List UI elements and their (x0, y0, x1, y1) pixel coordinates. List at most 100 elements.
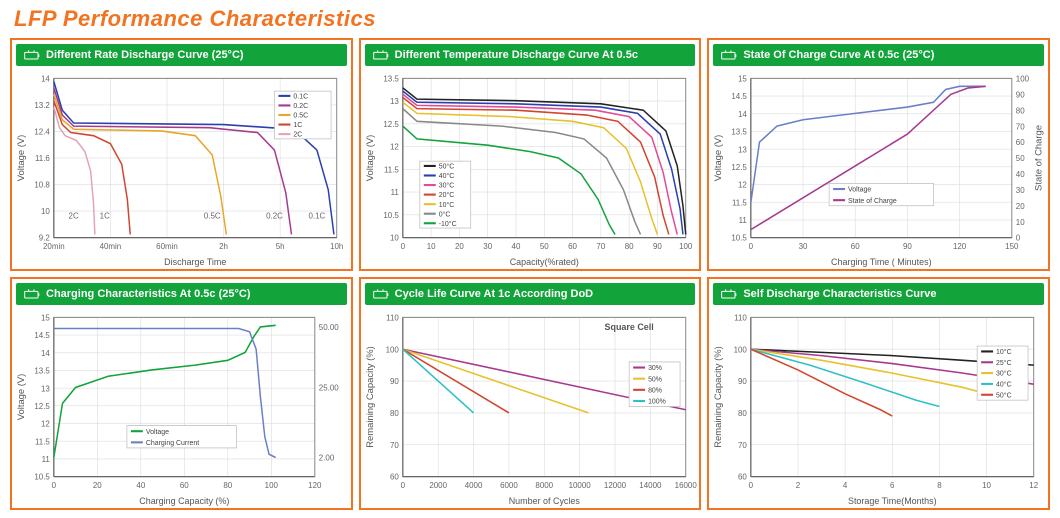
svg-text:100: 100 (734, 345, 748, 354)
svg-text:Charging Current: Charging Current (146, 439, 199, 447)
svg-text:100: 100 (265, 481, 279, 490)
svg-text:60: 60 (1016, 138, 1025, 147)
battery-icon (24, 288, 40, 300)
svg-text:70: 70 (390, 441, 399, 450)
svg-text:Number of Cycles: Number of Cycles (508, 496, 580, 506)
svg-text:10: 10 (982, 481, 991, 490)
svg-text:30: 30 (1016, 186, 1025, 195)
panel-title: Cycle Life Curve At 1c According DoD (395, 288, 593, 300)
battery-icon (721, 288, 737, 300)
svg-text:40min: 40min (100, 242, 122, 251)
panel-title: Different Rate Discharge Curve (25°C) (46, 49, 244, 61)
svg-text:Discharge Time: Discharge Time (164, 257, 226, 267)
svg-text:150: 150 (1005, 242, 1019, 251)
svg-text:30%: 30% (648, 364, 663, 372)
panel-header: State Of Charge Curve At 0.5c (25°C) (713, 44, 1044, 66)
chart-body: 9.21010.811.612.413.21420min40min60min2h… (12, 70, 351, 269)
svg-text:0°C: 0°C (438, 210, 450, 218)
svg-text:20min: 20min (43, 242, 65, 251)
svg-text:100: 100 (385, 345, 399, 354)
svg-text:0: 0 (749, 481, 754, 490)
svg-text:12: 12 (390, 143, 399, 152)
svg-text:80: 80 (624, 242, 633, 251)
battery-icon (373, 49, 389, 61)
chart-body: 1010.51111.51212.51313.50102030405060708… (361, 70, 700, 269)
svg-text:10: 10 (41, 207, 50, 216)
svg-text:15: 15 (738, 74, 747, 83)
svg-text:90: 90 (903, 242, 912, 251)
svg-text:14.5: 14.5 (34, 331, 50, 340)
svg-text:100: 100 (1016, 74, 1030, 83)
svg-text:Remaining Capacity (%): Remaining Capacity (%) (713, 346, 723, 448)
svg-text:40: 40 (136, 481, 145, 490)
svg-text:Voltage (V): Voltage (V) (365, 135, 375, 182)
svg-text:110: 110 (386, 313, 399, 322)
svg-text:14: 14 (41, 74, 50, 83)
svg-text:12.5: 12.5 (383, 120, 399, 129)
svg-text:50: 50 (540, 242, 549, 251)
panel-title: Self Discharge Characteristics Curve (743, 288, 936, 300)
panel-self_discharge: Self Discharge Characteristics Curve6070… (707, 277, 1050, 510)
svg-text:11.5: 11.5 (732, 198, 747, 207)
svg-text:10: 10 (1016, 218, 1025, 227)
svg-text:80: 80 (390, 409, 399, 418)
svg-text:13.5: 13.5 (34, 366, 50, 375)
svg-text:0: 0 (749, 242, 754, 251)
svg-text:12: 12 (41, 419, 50, 428)
svg-text:0: 0 (400, 481, 405, 490)
svg-text:10.5: 10.5 (34, 473, 50, 482)
svg-text:13: 13 (41, 384, 50, 393)
svg-text:13.2: 13.2 (34, 101, 50, 110)
svg-text:Storage Time(Months): Storage Time(Months) (848, 496, 937, 506)
svg-text:40: 40 (1016, 170, 1025, 179)
svg-text:16000: 16000 (674, 481, 697, 490)
svg-text:5h: 5h (276, 242, 285, 251)
svg-text:12000: 12000 (604, 481, 627, 490)
svg-text:30°C: 30°C (996, 370, 1012, 378)
panel-discharge_rate: Different Rate Discharge Curve (25°C)9.2… (10, 38, 353, 271)
svg-text:30°C: 30°C (438, 182, 454, 190)
svg-text:0: 0 (400, 242, 405, 251)
svg-text:14000: 14000 (639, 481, 662, 490)
svg-text:120: 120 (953, 242, 967, 251)
chart-body: 10.51111.51212.51313.51414.5150306090120… (709, 70, 1048, 269)
chart-body: 6070809010011002468101210°C25°C30°C40°C5… (709, 309, 1048, 508)
svg-text:80: 80 (738, 409, 747, 418)
svg-text:2C: 2C (69, 211, 79, 220)
svg-text:10.8: 10.8 (34, 180, 50, 189)
svg-text:20: 20 (1016, 202, 1025, 211)
svg-text:40°C: 40°C (438, 172, 454, 180)
svg-text:6000: 6000 (500, 481, 518, 490)
svg-text:50%: 50% (648, 375, 663, 383)
svg-text:13.5: 13.5 (383, 74, 399, 83)
svg-text:20: 20 (455, 242, 464, 251)
svg-text:10°C: 10°C (996, 348, 1012, 356)
svg-text:10: 10 (390, 234, 399, 243)
svg-text:14: 14 (41, 349, 50, 358)
svg-text:50: 50 (1016, 154, 1025, 163)
svg-text:2.00: 2.00 (319, 453, 335, 462)
svg-text:2000: 2000 (429, 481, 447, 490)
chart-body: 6070809010011002000400060008000100001200… (361, 309, 700, 508)
svg-text:13.5: 13.5 (732, 127, 748, 136)
svg-text:8000: 8000 (535, 481, 553, 490)
svg-text:50°C: 50°C (996, 391, 1012, 399)
svg-text:0.2C: 0.2C (293, 102, 308, 110)
svg-text:6: 6 (890, 481, 895, 490)
chart-grid: Different Rate Discharge Curve (25°C)9.2… (0, 38, 1060, 518)
svg-text:10000: 10000 (568, 481, 591, 490)
panel-header: Self Discharge Characteristics Curve (713, 283, 1044, 305)
svg-text:12.5: 12.5 (732, 163, 748, 172)
svg-text:60: 60 (851, 242, 860, 251)
svg-text:80: 80 (223, 481, 232, 490)
battery-icon (373, 288, 389, 300)
svg-text:15: 15 (41, 313, 50, 322)
svg-text:40: 40 (511, 242, 520, 251)
panel-header: Cycle Life Curve At 1c According DoD (365, 283, 696, 305)
svg-text:10h: 10h (330, 242, 343, 251)
svg-text:12: 12 (1030, 481, 1039, 490)
svg-text:1C: 1C (100, 211, 110, 220)
svg-text:11: 11 (739, 216, 748, 225)
panel-header: Different Temperature Discharge Curve At… (365, 44, 696, 66)
panel-cycle_life: Cycle Life Curve At 1c According DoD6070… (359, 277, 702, 510)
